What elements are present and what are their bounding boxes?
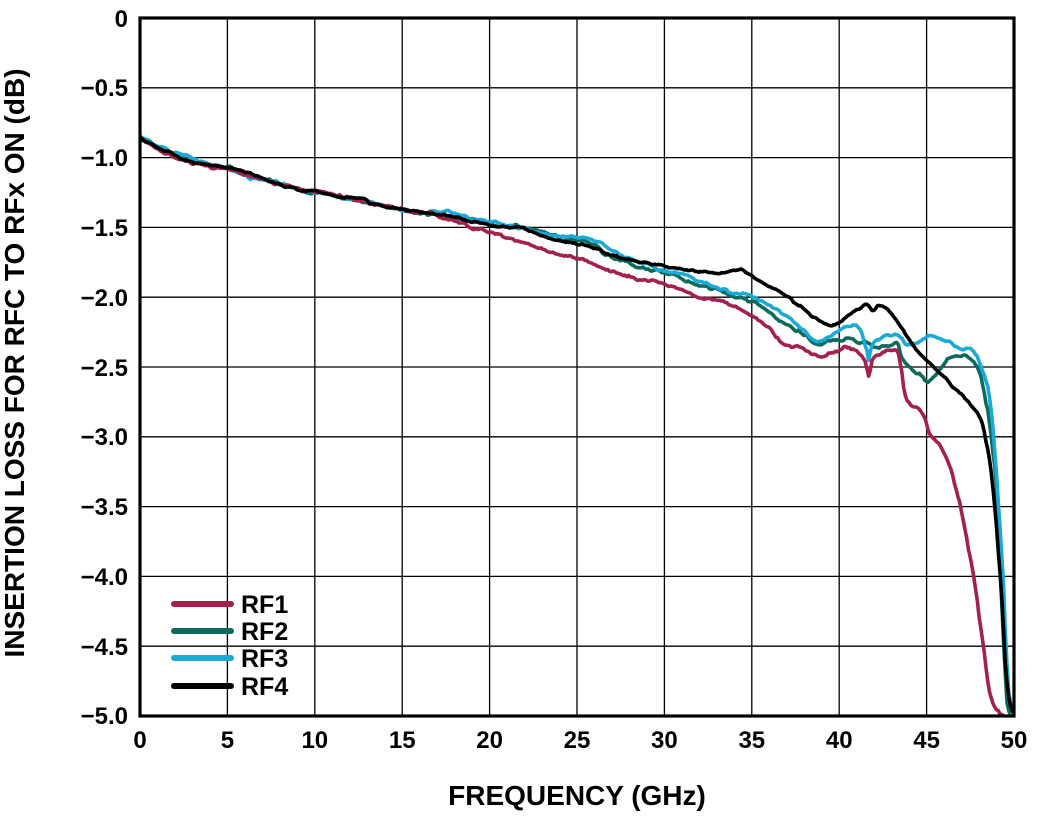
svg-text:−4.5: −4.5 <box>81 634 128 661</box>
svg-text:20: 20 <box>476 727 503 754</box>
svg-text:45: 45 <box>913 727 940 754</box>
svg-text:RF4: RF4 <box>241 673 288 701</box>
svg-text:−1.5: −1.5 <box>81 215 128 242</box>
svg-text:25: 25 <box>564 727 591 754</box>
svg-text:RF3: RF3 <box>241 645 288 673</box>
svg-text:30: 30 <box>651 727 678 754</box>
svg-text:RF1: RF1 <box>241 591 288 619</box>
svg-text:40: 40 <box>826 727 853 754</box>
svg-text:0: 0 <box>133 727 146 754</box>
svg-text:5: 5 <box>221 727 234 754</box>
svg-text:RF2: RF2 <box>241 618 288 646</box>
svg-text:15: 15 <box>389 727 416 754</box>
svg-text:−3.0: −3.0 <box>81 424 128 451</box>
svg-text:35: 35 <box>738 727 765 754</box>
svg-text:−3.5: −3.5 <box>81 494 128 521</box>
svg-text:−0.5: −0.5 <box>81 75 128 102</box>
svg-text:−2.0: −2.0 <box>81 285 128 312</box>
svg-text:FREQUENCY (GHz): FREQUENCY (GHz) <box>448 780 706 811</box>
svg-text:0: 0 <box>115 6 128 33</box>
svg-text:−2.5: −2.5 <box>81 355 128 382</box>
svg-text:50: 50 <box>1001 727 1028 754</box>
svg-text:−1.0: −1.0 <box>81 145 128 172</box>
svg-text:−4.0: −4.0 <box>81 564 128 591</box>
svg-text:10: 10 <box>301 727 328 754</box>
svg-text:INSERTION LOSS FOR RFC TO RFx: INSERTION LOSS FOR RFC TO RFx ON (dB) <box>0 68 30 657</box>
svg-text:−5.0: −5.0 <box>81 703 128 730</box>
